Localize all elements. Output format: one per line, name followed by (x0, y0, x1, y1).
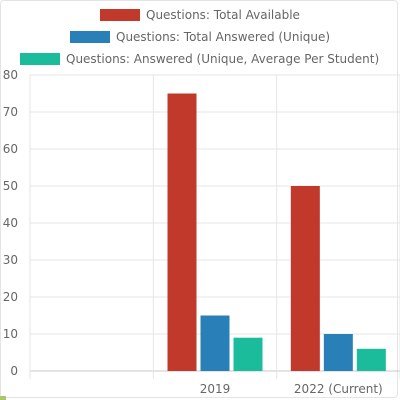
legend-swatch-2 (70, 31, 110, 43)
legend-swatch-1 (100, 9, 140, 21)
bar (167, 93, 197, 371)
bar (323, 334, 353, 371)
bar (200, 315, 230, 371)
y-axis: 0 10 20 30 40 50 60 70 80 (3, 68, 18, 378)
y-tick-label: 10 (3, 327, 18, 341)
bar (290, 186, 320, 371)
legend: Questions: Total Available Questions: Tot… (20, 8, 379, 66)
bars (167, 93, 386, 371)
legend-swatch-3 (20, 53, 60, 65)
y-tick-label: 20 (3, 290, 18, 304)
y-tick-label: 80 (3, 68, 18, 82)
x-axis: 2019 2022 (Current) (200, 382, 383, 396)
y-tick-label: 50 (3, 179, 18, 193)
bar (233, 337, 263, 371)
y-tick-label: 60 (3, 142, 18, 156)
y-tick-label: 30 (3, 253, 18, 267)
x-tick-label: 2022 (Current) (294, 382, 383, 396)
bar (356, 348, 386, 371)
legend-label-1: Questions: Total Available (146, 8, 300, 22)
corner-accent (0, 396, 6, 400)
x-tick-label: 2019 (200, 382, 231, 396)
legend-label-2: Questions: Total Answered (Unique) (116, 30, 330, 44)
legend-label-3: Questions: Answered (Unique, Average Per… (66, 52, 379, 66)
y-tick-label: 40 (3, 216, 18, 230)
y-tick-label: 70 (3, 105, 18, 119)
y-tick-label: 0 (10, 364, 18, 378)
